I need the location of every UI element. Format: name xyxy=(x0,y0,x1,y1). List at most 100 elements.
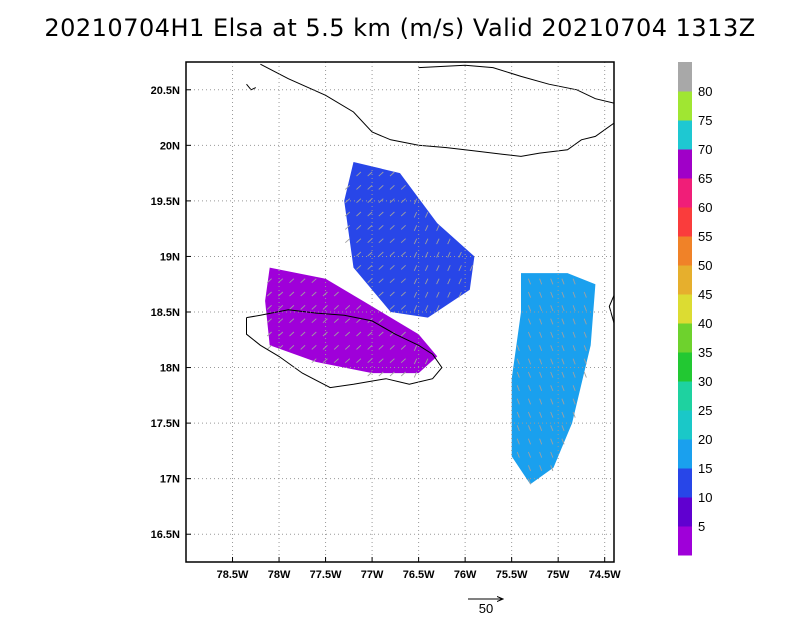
reference-vector-label: 50 xyxy=(479,601,493,616)
colorbar-swatch xyxy=(678,149,692,179)
wind-arrow xyxy=(527,318,532,325)
wind-arrow xyxy=(539,345,543,352)
wind-arrow xyxy=(539,425,543,432)
wind-arrow xyxy=(344,224,351,230)
wind-arrow xyxy=(527,291,532,298)
wind-arrow xyxy=(289,304,295,310)
lon-tick-label: 76.5W xyxy=(403,569,435,581)
wind-arrow xyxy=(539,451,543,458)
wind-arrow xyxy=(378,318,384,324)
wind-arrow xyxy=(344,344,351,350)
wind-arrow xyxy=(356,318,362,324)
wind-arrow xyxy=(389,251,395,257)
lat-tick-label: 18N xyxy=(160,363,180,375)
wind-arrow xyxy=(300,344,306,350)
wind-arrow xyxy=(344,184,351,190)
colorbar-label: 25 xyxy=(698,403,712,418)
wind-arrow xyxy=(516,451,520,458)
wind-arrow xyxy=(300,291,306,297)
wind-arrow xyxy=(561,398,565,405)
wind-arrow xyxy=(345,238,351,244)
lat-tick-label: 17.5N xyxy=(151,418,180,430)
wind-arrow xyxy=(322,304,328,310)
colorbar-swatch xyxy=(678,265,692,295)
wind-arrow xyxy=(367,331,373,337)
wind-arrow xyxy=(356,171,362,177)
wind-arrow xyxy=(344,211,351,217)
wind-arrow xyxy=(527,451,532,458)
lon-tick-label: 74.5W xyxy=(589,569,621,581)
wind-arrow xyxy=(356,224,362,230)
wind-arrow xyxy=(539,371,543,378)
lon-tick-label: 77.5W xyxy=(310,569,342,581)
wind-arrow xyxy=(561,385,565,392)
wind-arrow xyxy=(572,398,576,405)
wind-arrow xyxy=(367,211,373,217)
wind-arrow xyxy=(356,238,362,244)
colorbar-swatch xyxy=(678,236,692,266)
wind-arrow xyxy=(469,265,474,271)
lon-tick-label: 78W xyxy=(268,569,291,581)
wind-arrow xyxy=(389,184,395,190)
wind-arrow xyxy=(277,344,284,350)
wind-arrow xyxy=(311,331,317,337)
coastlines xyxy=(246,63,614,389)
wind-arrow xyxy=(539,465,543,472)
wind-arrow xyxy=(389,371,395,377)
wind-arrow xyxy=(583,331,587,338)
wind-arrow xyxy=(344,304,351,310)
wind-arrow xyxy=(356,211,362,217)
wind-arrow xyxy=(400,198,406,204)
coastline-cuba_north_east xyxy=(418,64,614,104)
wind-arrow xyxy=(367,184,373,190)
wind-arrow xyxy=(527,478,532,485)
lon-tick-label: 75W xyxy=(547,569,570,581)
wind-arrow xyxy=(400,264,406,270)
wind-arrow xyxy=(572,411,576,418)
wind-arrow xyxy=(367,224,373,230)
coastline-cuba_south xyxy=(260,63,614,157)
wind-arrow xyxy=(516,425,520,432)
wind-arrow xyxy=(527,345,532,352)
colorbar-swatch xyxy=(678,439,692,469)
wind-arrow xyxy=(277,291,284,297)
wind-arrow xyxy=(367,171,373,177)
wind-arrow xyxy=(583,318,587,325)
wind-arrow xyxy=(550,345,554,352)
wind-arrow xyxy=(436,265,440,271)
wind-arrow xyxy=(356,331,362,337)
wind-arrow xyxy=(527,305,532,312)
wind-arrow xyxy=(311,358,317,364)
wind-arrow xyxy=(311,278,317,284)
wind-arrow xyxy=(266,291,272,297)
axis-ticks: 78.5W 78W 77.5W 77W 76.5W 76W 75.5W 75W 74.5W 20.… xyxy=(151,85,622,581)
colorbar-label: 40 xyxy=(698,316,712,331)
colorbar-label: 60 xyxy=(698,200,712,215)
wind-arrow xyxy=(424,211,429,218)
colorbar-swatch xyxy=(678,468,692,498)
lat-tick-label: 16.5N xyxy=(151,529,180,541)
wind-arrow xyxy=(413,371,418,378)
wind-arrow xyxy=(389,358,395,364)
wind-arrow xyxy=(311,318,317,324)
wind-arrow xyxy=(561,331,565,338)
wind-arrow xyxy=(389,304,395,310)
wind-arrow xyxy=(266,278,272,284)
wind-arrow xyxy=(527,331,532,338)
wind-arrow xyxy=(447,278,451,285)
colorbar-swatch xyxy=(678,323,692,353)
wind-arrow xyxy=(389,291,395,297)
wind-arrow xyxy=(266,318,272,324)
wind-arrow xyxy=(527,465,532,472)
colorbar-swatch xyxy=(678,410,692,440)
wind-arrow xyxy=(539,278,543,285)
lat-tick-label: 19.5N xyxy=(151,196,180,208)
wind-arrow xyxy=(516,411,520,418)
wind-arrow xyxy=(322,318,328,324)
wind-arrow xyxy=(266,344,272,350)
wind-arrow xyxy=(389,238,395,244)
wind-arrow xyxy=(561,358,565,365)
wind-arrow xyxy=(277,304,284,310)
wind-arrow xyxy=(378,251,384,257)
